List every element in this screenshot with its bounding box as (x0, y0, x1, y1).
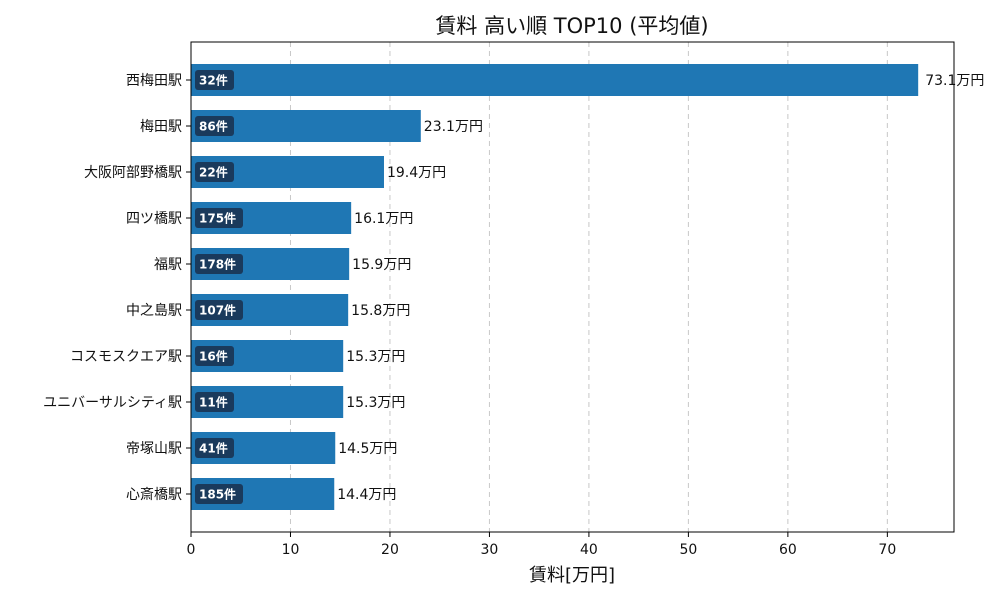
count-label: 185件 (199, 487, 236, 502)
category-label: 西梅田駅 (126, 73, 182, 89)
category-label: 福駅 (154, 257, 182, 273)
count-badge (195, 162, 234, 182)
ticks-layer: 0 10 20 30 40 50 60 70 西梅田駅梅田駅大阪阿部野橋駅四ツ橋駅福駅中之島駅コ… (43, 73, 896, 558)
category-label: ユニバーサルシティ駅 (43, 395, 182, 411)
x-tick-label: 60 (779, 542, 797, 558)
count-label: 86件 (199, 119, 228, 134)
x-tick-label: 20 (381, 542, 399, 558)
count-badge (195, 208, 243, 228)
value-label: 15.9万円 (352, 257, 411, 273)
count-label: 41件 (199, 441, 228, 456)
x-tick-label: 30 (481, 542, 499, 558)
value-label: 15.3万円 (346, 395, 405, 411)
category-label: 中之島駅 (126, 303, 182, 319)
plot-frame (190, 41, 955, 533)
count-label: 22件 (199, 165, 228, 180)
value-label: 14.5万円 (338, 441, 397, 457)
count-badge (195, 70, 234, 90)
bar (191, 64, 919, 96)
value-label: 15.3万円 (346, 349, 405, 365)
x-tick-label: 40 (580, 542, 598, 558)
count-label: 11件 (199, 395, 228, 410)
count-label: 16件 (199, 349, 228, 364)
x-axis-label: 賃料[万円] (529, 565, 615, 586)
count-badge (195, 116, 234, 136)
chart-title: 賃料 高い順 TOP10 (平均値) (435, 14, 708, 38)
category-label: 帝塚山駅 (126, 441, 182, 457)
count-badge (195, 484, 243, 504)
x-tick-label: 10 (282, 542, 300, 558)
category-label: 大阪阿部野橋駅 (84, 165, 182, 181)
count-label: 175件 (199, 211, 236, 226)
count-label: 178件 (199, 257, 236, 272)
count-badge (195, 438, 234, 458)
count-label: 107件 (199, 303, 236, 318)
x-tick-label: 0 (187, 542, 196, 558)
value-label: 73.1万円 (925, 73, 984, 89)
count-badge (195, 392, 234, 412)
category-label: 梅田駅 (140, 119, 182, 135)
count-badge (195, 300, 243, 320)
x-tick-label: 50 (679, 542, 697, 558)
bars-layer: 32件 73.1万円 86件 23.1万円 22件 19.4万円 175件 16.1万円 178… (191, 64, 984, 510)
category-label: 心斎橋駅 (126, 486, 182, 503)
value-label: 15.8万円 (351, 303, 410, 319)
category-label: コスモスクエア駅 (70, 349, 182, 365)
count-badge (195, 346, 234, 366)
value-label: 19.4万円 (387, 165, 446, 181)
value-label: 23.1万円 (424, 119, 483, 135)
count-badge (195, 254, 243, 274)
count-label: 32件 (199, 73, 228, 88)
x-tick-label: 70 (878, 542, 896, 558)
value-label: 16.1万円 (354, 211, 413, 227)
value-label: 14.4万円 (337, 487, 396, 503)
category-label: 四ツ橋駅 (126, 211, 182, 227)
